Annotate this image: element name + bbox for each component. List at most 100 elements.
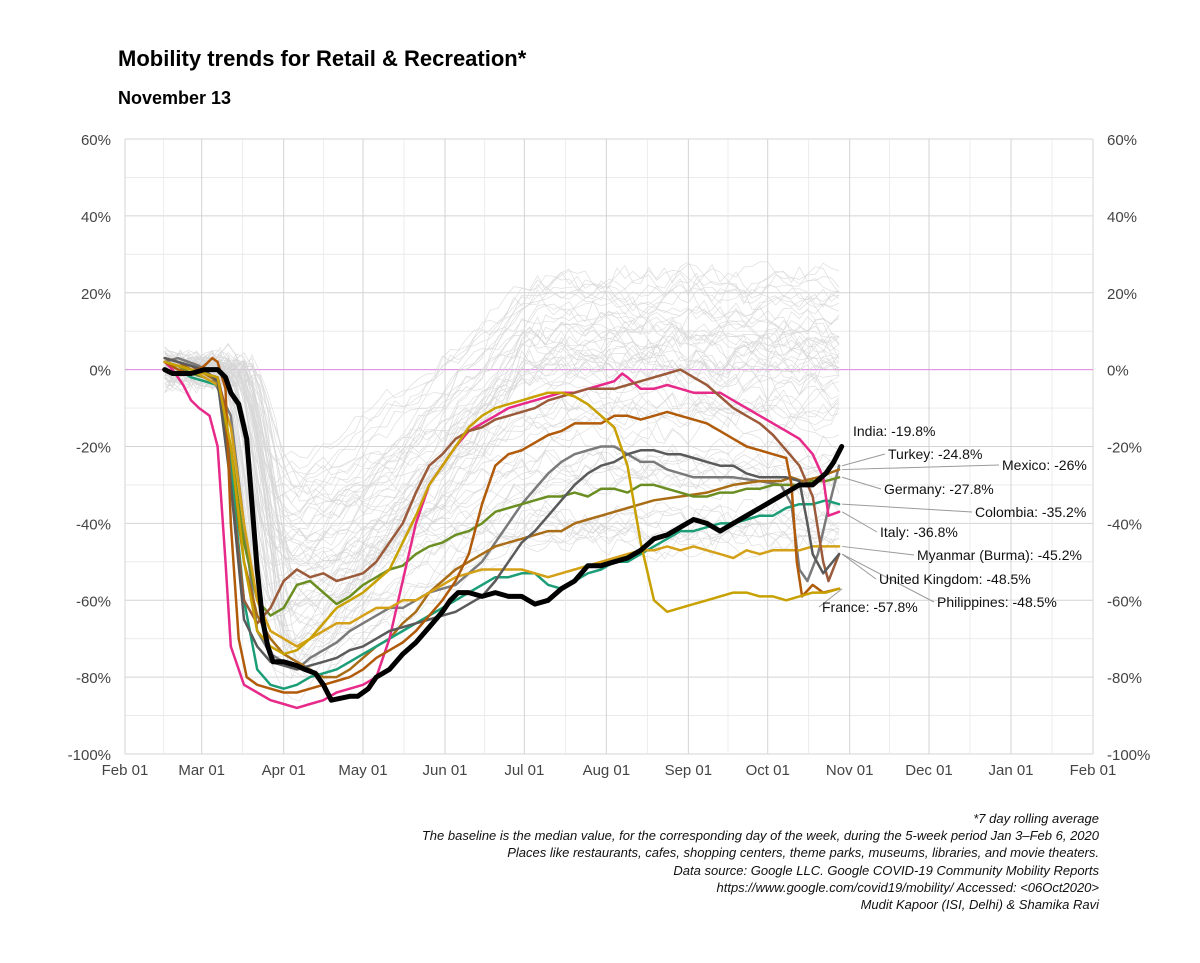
- background-country-line: [164, 341, 840, 651]
- background-country-line: [164, 356, 840, 565]
- y-tick-label-left: 40%: [81, 209, 111, 226]
- series-label-philippines: Philippines: -48.5%: [937, 594, 1057, 610]
- leader-line: [841, 453, 886, 467]
- y-tick-label-right: -20%: [1107, 440, 1142, 457]
- caption-line-rolling-average: *7 day rolling average: [973, 811, 1099, 826]
- caption-line-url: https://www.google.com/covid19/mobility/…: [716, 879, 1100, 895]
- background-country-line: [164, 344, 840, 551]
- y-tick-label-left: -60%: [76, 593, 111, 610]
- y-tick-label-left: 20%: [81, 286, 111, 303]
- label-leader-lines: [818, 453, 1000, 608]
- y-tick-label-left: -100%: [68, 747, 111, 764]
- background-country-line: [164, 356, 840, 639]
- x-tick-label: Oct 01: [746, 762, 790, 779]
- series-label-united-kingdom: United Kingdom: -48.5%: [879, 571, 1031, 587]
- background-country-line: [164, 354, 840, 537]
- background-country-lines: [164, 261, 840, 702]
- series-line-colombia: [163, 360, 841, 690]
- background-country-line: [164, 320, 840, 645]
- highlighted-series: [162, 356, 845, 710]
- background-country-line: [164, 359, 840, 513]
- series-labels: India: -19.8% Turkey: -24.8% Mexico: -26% G…: [822, 423, 1087, 615]
- y-tick-label-left: 60%: [81, 132, 111, 149]
- y-tick-label-right: -80%: [1107, 670, 1142, 687]
- series-label-germany: Germany: -27.8%: [884, 481, 994, 497]
- series-line-united-kingdom: [163, 356, 841, 625]
- series-label-mexico: Mexico: -26%: [1002, 457, 1087, 473]
- background-country-line: [164, 371, 840, 634]
- x-tick-label: Aug 01: [583, 762, 631, 779]
- y-tick-label-right: 0%: [1107, 363, 1129, 380]
- background-country-line: [164, 326, 840, 554]
- series-line-germany: [163, 360, 841, 617]
- background-country-line: [164, 312, 840, 563]
- y-tick-label-right: 60%: [1107, 132, 1137, 149]
- background-country-line: [164, 350, 840, 534]
- x-tick-label: Jul 01: [504, 762, 544, 779]
- series-label-colombia: Colombia: -35.2%: [975, 504, 1086, 520]
- leader-line: [842, 503, 973, 513]
- x-tick-label: Jun 01: [422, 762, 467, 779]
- background-country-line: [164, 356, 840, 643]
- y-tick-label-right: 40%: [1107, 209, 1137, 226]
- leader-line: [818, 588, 843, 608]
- leader-line: [841, 476, 882, 490]
- background-country-line: [164, 323, 840, 613]
- series-label-italy: Italy: -36.8%: [880, 524, 958, 540]
- x-tick-label: Jan 01: [988, 762, 1033, 779]
- x-tick-label: Apr 01: [262, 762, 306, 779]
- y-tick-label-right: 20%: [1107, 286, 1137, 303]
- y-tick-label-left: -20%: [76, 440, 111, 457]
- chart-subtitle: November 13: [118, 88, 232, 108]
- background-country-line: [164, 299, 840, 680]
- y-tick-label-left: -80%: [76, 670, 111, 687]
- background-country-line: [164, 350, 840, 586]
- background-country-line: [164, 338, 840, 502]
- caption-line-authors: Mudit Kapoor (ISI, Delhi) & Shamika Ravi: [860, 897, 1099, 913]
- x-tick-label: Nov 01: [826, 762, 874, 779]
- series-line-philippines: [163, 356, 841, 671]
- chart-title: Mobility trends for Retail & Recreation*: [118, 46, 527, 71]
- leader-line: [841, 553, 877, 580]
- y-tick-label-right: -100%: [1107, 747, 1150, 764]
- series-label-france: France: -57.8%: [822, 599, 918, 615]
- x-tick-label: Dec 01: [905, 762, 953, 779]
- x-tick-label: Sep 01: [665, 762, 713, 779]
- background-country-line: [164, 266, 840, 663]
- background-country-line: [164, 305, 840, 658]
- background-country-line: [164, 352, 840, 611]
- leader-line: [841, 553, 935, 603]
- leader-line: [841, 511, 878, 533]
- series-label-myanmar-burma-: Myanmar (Burma): -45.2%: [917, 547, 1082, 563]
- series-line-france: [163, 356, 841, 694]
- background-country-line: [164, 272, 840, 485]
- background-country-line: [164, 284, 840, 490]
- caption: *7 day rolling average The baseline is t…: [422, 810, 1099, 913]
- y-axis-right: -100% -80% -60% -40% -20% 0% 20% 40% 60%: [1107, 132, 1150, 764]
- series-label-turkey: Turkey: -24.8%: [888, 446, 982, 462]
- background-country-line: [164, 335, 840, 522]
- caption-line-baseline: The baseline is the median value, for th…: [421, 828, 1099, 844]
- leader-line: [842, 464, 1000, 471]
- y-tick-label-right: -60%: [1107, 593, 1142, 610]
- leader-line: [842, 545, 915, 556]
- x-axis: Feb 01 Mar 01 Apr 01 May 01 Jun 01 Jul 01 Aug …: [102, 762, 1117, 779]
- background-country-line: [164, 356, 840, 613]
- caption-line-data-source: Data source: Google LLC. Google COVID-19…: [673, 862, 1099, 878]
- x-tick-label: Feb 01: [102, 762, 149, 779]
- y-axis-left: -100% -80% -60% -40% -20% 0% 20% 40% 60%: [68, 132, 111, 764]
- y-tick-label-left: -40%: [76, 516, 111, 533]
- y-tick-label-left: 0%: [89, 363, 111, 380]
- background-country-line: [164, 314, 840, 664]
- background-country-line: [164, 360, 840, 597]
- grid-lines: [124, 138, 1094, 755]
- background-country-line: [164, 312, 840, 528]
- y-tick-label-right: -40%: [1107, 516, 1142, 533]
- series-line-italy: [163, 360, 841, 710]
- series-label-india: India: -19.8%: [853, 423, 936, 439]
- background-country-line: [164, 357, 840, 607]
- caption-line-places: Places like restaurants, cafes, shopping…: [507, 845, 1099, 861]
- background-country-line: [164, 307, 840, 498]
- series-line-yellow-unlabeled-: [163, 360, 841, 656]
- background-country-line: [164, 350, 840, 574]
